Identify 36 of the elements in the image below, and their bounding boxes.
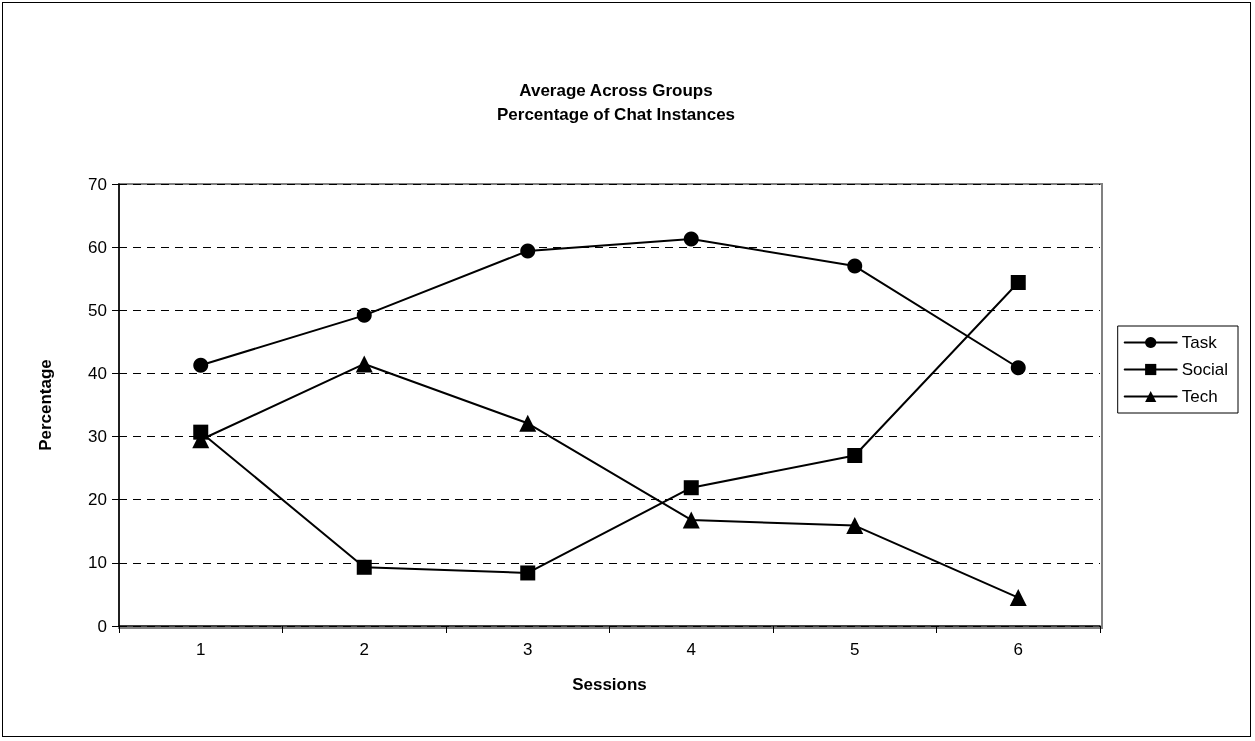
legend-label: Task xyxy=(1181,333,1218,352)
point xyxy=(520,243,536,259)
chart-title: Average Across Groups Percentage of Chat Instances xyxy=(496,80,736,124)
x-tick-label: 6 xyxy=(1013,640,1023,659)
x-tick-label: 4 xyxy=(686,640,696,659)
point xyxy=(847,448,863,464)
legend-label: Tech xyxy=(1181,387,1218,406)
point xyxy=(683,480,699,496)
y-tick-label: 50 xyxy=(88,300,107,320)
y-tick-label: 0 xyxy=(97,616,107,636)
point xyxy=(520,565,536,581)
point xyxy=(356,307,372,323)
point xyxy=(682,511,700,529)
point xyxy=(1010,360,1026,376)
x-tick-label: 5 xyxy=(850,640,860,659)
x-tick-label: 3 xyxy=(523,640,533,659)
y-tick-label: 70 xyxy=(88,174,107,194)
x-axis-title: Sessions xyxy=(572,675,647,694)
x-tick-label: 1 xyxy=(196,640,206,659)
y-tick-label: 40 xyxy=(88,363,107,383)
point xyxy=(355,355,373,373)
point xyxy=(519,414,537,432)
y-tick-label: 10 xyxy=(88,553,107,573)
x-tick-label: 2 xyxy=(359,640,369,659)
legend-label: Social xyxy=(1181,360,1229,379)
y-tick-label: 30 xyxy=(88,427,107,447)
point xyxy=(846,517,864,535)
point xyxy=(356,559,372,575)
point xyxy=(1010,275,1026,290)
point xyxy=(847,258,863,274)
y-tick-label: 60 xyxy=(88,237,107,257)
point xyxy=(683,231,699,247)
y-axis-title: Percentage xyxy=(36,359,55,451)
point xyxy=(1009,589,1027,607)
y-tick-label: 20 xyxy=(88,490,107,510)
point xyxy=(193,357,209,373)
